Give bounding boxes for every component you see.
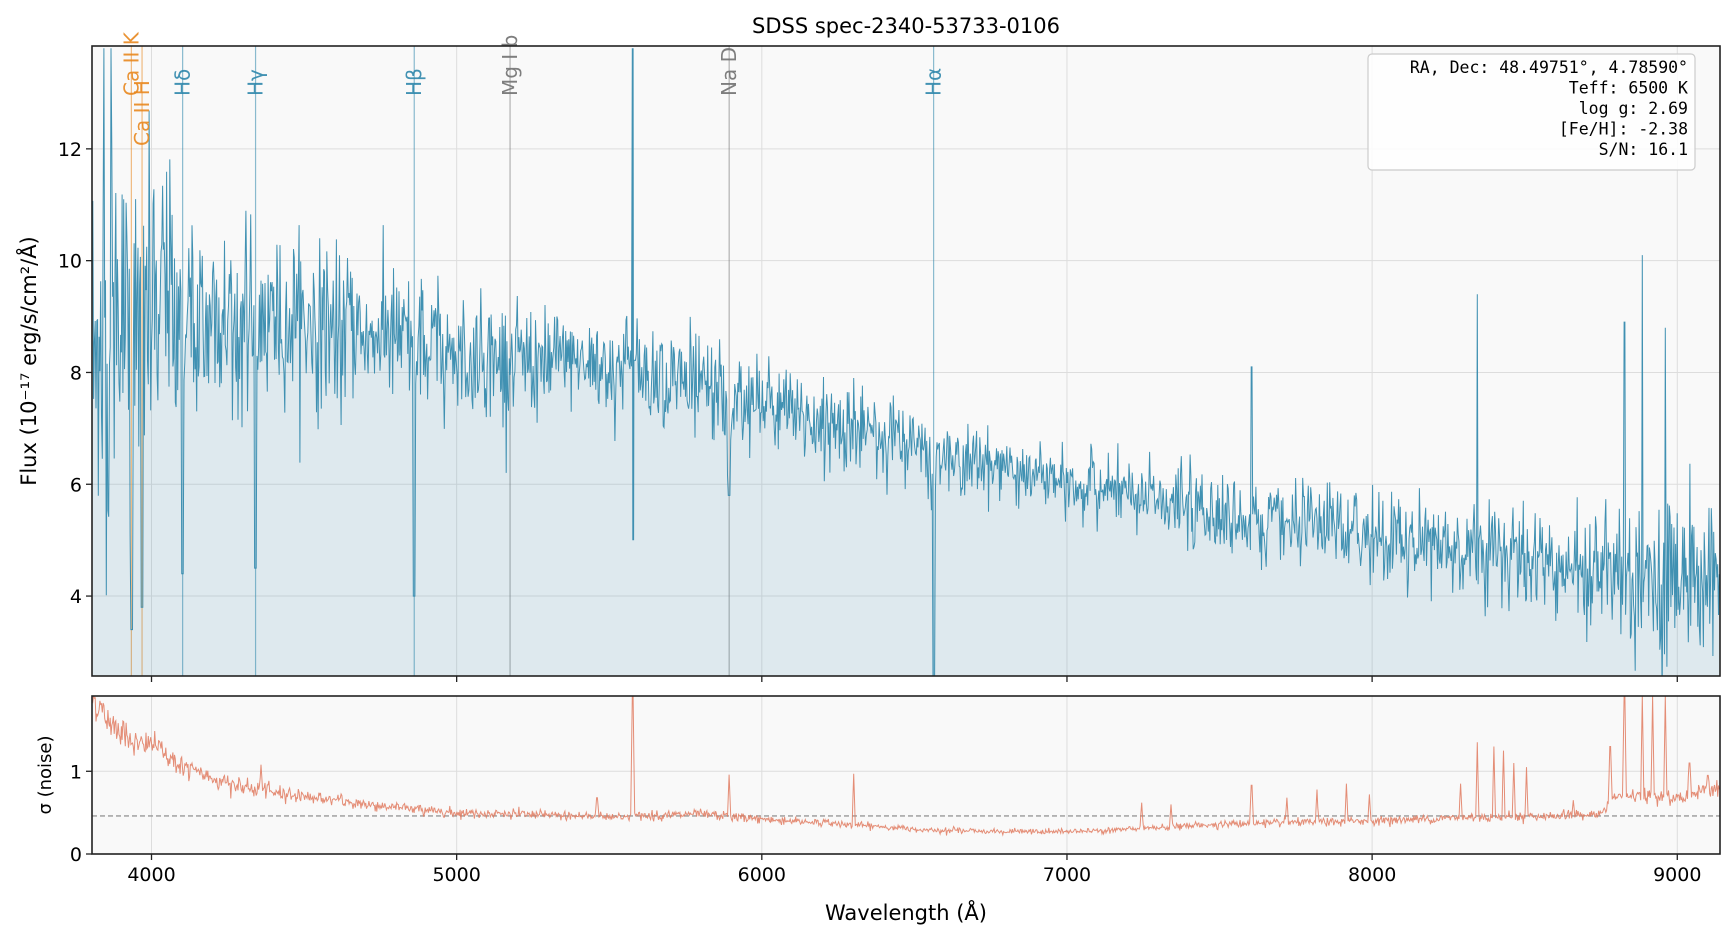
y-tick-label: 1 xyxy=(70,761,82,783)
noise-axis-ticks: 4000 5000 6000 7000 8000 9000 0 1 xyxy=(70,761,1702,886)
flux-axis-label: Flux (10⁻¹⁷ erg/s/cm²/Å) xyxy=(15,236,41,486)
noise-series-line xyxy=(92,696,1720,837)
x-tick-label: 8000 xyxy=(1348,864,1396,886)
line-marker-label: Hδ xyxy=(171,69,195,96)
line-marker-label: Mg I b xyxy=(498,35,522,96)
y-tick-label: 6 xyxy=(70,474,82,496)
x-tick-label: 5000 xyxy=(432,864,480,886)
flux-axis-ticks: 4 6 8 10 12 xyxy=(58,139,1678,682)
line-marker-label: Na D xyxy=(717,47,741,96)
chart-title: SDSS spec-2340-53733-0106 xyxy=(752,14,1060,38)
noise-plot-frame xyxy=(91,695,1721,855)
x-tick-label: 4000 xyxy=(127,864,175,886)
x-tick-label: 6000 xyxy=(738,864,786,886)
info-line: RA, Dec: 48.49751°, 4.78590° xyxy=(1410,58,1688,77)
line-marker-label: Hβ xyxy=(402,68,426,96)
svg-text:RA, Dec: 48.49751°, 4.78590°Te: RA, Dec: 48.49751°, 4.78590° Teff: 6500 K… xyxy=(1410,58,1688,159)
star-info-box: RA, Dec: 48.49751°, 4.78590° Teff: 6500 K… xyxy=(1367,53,1696,171)
y-tick-label: 0 xyxy=(70,844,82,866)
line-marker-label: Hα xyxy=(922,68,946,96)
line-marker-labels: Ca II KCa II H Hδ Hγ Hβ Mg I b Na D Hα xyxy=(119,31,945,146)
y-tick-label: 4 xyxy=(70,586,82,608)
y-tick-label: 10 xyxy=(58,251,82,273)
info-line: S/N: 16.1 xyxy=(1599,140,1688,159)
wavelength-axis-label: Wavelength (Å) xyxy=(825,899,987,925)
line-marker-label: Ca II K xyxy=(119,31,143,96)
info-line: [Fe/H]: -2.38 xyxy=(1559,120,1688,139)
info-line: Teff: 6500 K xyxy=(1569,79,1688,98)
line-marker-label: Hγ xyxy=(244,69,268,96)
noise-plot-background xyxy=(92,696,1720,854)
line-marker-label: Ca II H xyxy=(130,80,154,146)
flux-fill-area xyxy=(92,48,1720,676)
x-tick-label: 9000 xyxy=(1653,864,1701,886)
y-tick-label: 12 xyxy=(58,139,82,161)
noise-axis-label: σ (noise) xyxy=(35,735,56,814)
flux-plot-frame xyxy=(91,45,1721,677)
info-line: log g: 2.69 xyxy=(1579,99,1688,118)
line-markers xyxy=(130,46,935,676)
y-tick-label: 8 xyxy=(70,362,82,384)
x-tick-label: 7000 xyxy=(1043,864,1091,886)
flux-series-line xyxy=(92,48,1720,676)
